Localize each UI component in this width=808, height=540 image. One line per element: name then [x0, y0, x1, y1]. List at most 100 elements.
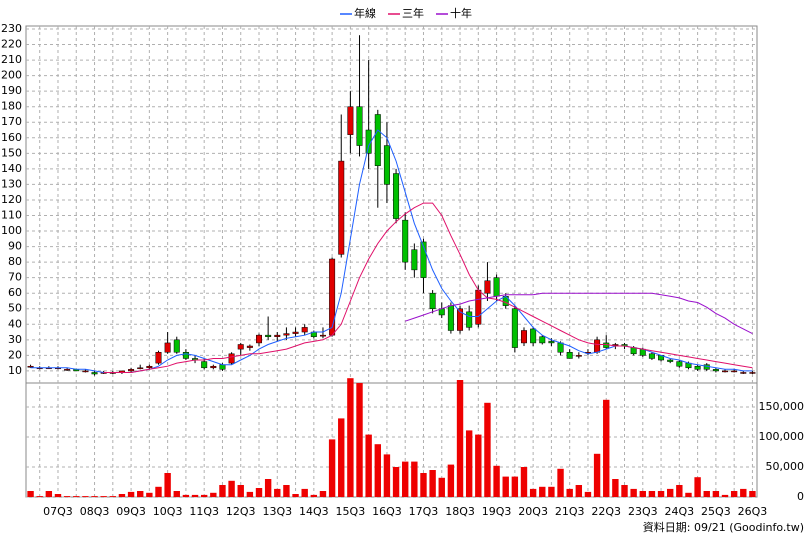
- y-tick-label: 140: [1, 162, 22, 175]
- volume-bar: [630, 488, 637, 497]
- candle-body: [246, 345, 253, 348]
- candle-body: [128, 369, 135, 372]
- x-tick-label: 19Q3: [482, 505, 512, 518]
- candle-body: [612, 344, 619, 346]
- y-tick-label: 40: [8, 317, 22, 330]
- volume-bar: [520, 467, 528, 497]
- volume-bar: [493, 465, 500, 497]
- volume-bar: [657, 491, 665, 497]
- volume-bar: [511, 476, 519, 497]
- volume-bar: [548, 486, 555, 497]
- volume-bar: [191, 494, 199, 497]
- x-tick-label: 21Q3: [555, 505, 585, 518]
- candle-body: [740, 372, 747, 374]
- volume-bar: [703, 491, 710, 497]
- volume-bar: [347, 378, 354, 497]
- x-tick-label: 12Q3: [226, 505, 256, 518]
- volume-bar: [383, 454, 391, 497]
- y-tick-label: 180: [1, 100, 22, 113]
- y-tick-label: 50: [8, 302, 22, 315]
- volume-bar: [255, 488, 263, 497]
- volume-bar: [63, 496, 71, 497]
- candle-body: [292, 331, 299, 334]
- volume-bar: [694, 477, 701, 497]
- volume-bar: [721, 494, 729, 497]
- x-tick-label: 18Q3: [445, 505, 475, 518]
- volume-bar: [502, 476, 509, 497]
- y-tick-label: 190: [1, 84, 22, 97]
- volume-bar: [438, 477, 445, 497]
- volume-bar: [584, 491, 592, 497]
- x-tick-label: 26Q3: [738, 505, 768, 518]
- volume-bar: [27, 491, 34, 497]
- volume-bar: [612, 479, 619, 497]
- x-tick-label: 17Q3: [409, 505, 439, 518]
- volume-bar: [529, 488, 537, 497]
- candle-body: [64, 369, 71, 371]
- candle-body: [383, 145, 390, 185]
- volume-bar: [593, 453, 601, 497]
- volume-bar: [127, 491, 135, 497]
- volume-bar: [539, 486, 546, 497]
- candle-body: [694, 365, 701, 370]
- y-tick-label: 60: [8, 286, 22, 299]
- candle-body: [722, 370, 729, 373]
- volume-bar: [310, 494, 318, 497]
- legend-label: 三年: [402, 6, 424, 20]
- volume-bar: [45, 491, 53, 497]
- candle-body: [155, 351, 162, 364]
- candle-body: [511, 308, 518, 348]
- candle-body: [137, 367, 144, 370]
- volume-bar: [73, 496, 80, 497]
- volume-bar: [164, 473, 171, 497]
- candle-body: [648, 353, 655, 359]
- volume-bar: [730, 491, 738, 497]
- volume-bar: [621, 485, 628, 497]
- volume-bar: [301, 488, 308, 497]
- ma-line: [30, 129, 753, 373]
- volume-bar: [283, 485, 290, 497]
- volume-bar: [392, 467, 400, 497]
- candle-body: [475, 289, 482, 325]
- volume-bar: [264, 479, 272, 497]
- candle-body: [164, 342, 171, 353]
- candle-body: [548, 341, 555, 344]
- y-tick-label: 100: [1, 224, 22, 237]
- legend: 年線 三年 十年: [340, 6, 472, 20]
- candle-body: [274, 334, 281, 337]
- x-tick-label: 11Q3: [189, 505, 219, 518]
- volume-bar: [319, 491, 327, 497]
- candle-body: [374, 114, 381, 167]
- volume-bar: [228, 480, 235, 497]
- y-tick-label: 10: [8, 364, 22, 377]
- volume-bar: [557, 468, 564, 497]
- volume-bar: [137, 491, 144, 497]
- x-tick-label: 24Q3: [665, 505, 695, 518]
- volume-bar: [109, 496, 117, 497]
- volume-bar: [456, 380, 464, 497]
- candle-body: [283, 333, 290, 336]
- x-tick-label: 10Q3: [153, 505, 183, 518]
- candle-body: [301, 327, 308, 333]
- volume-bar: [146, 492, 153, 497]
- volume-bar: [100, 496, 107, 497]
- volume-bar: [292, 494, 299, 497]
- candle-body: [712, 369, 719, 372]
- volume-bar: [328, 439, 336, 497]
- volume-tick-label: 150,000: [759, 400, 805, 413]
- candle-body: [319, 334, 326, 337]
- volume-bar: [274, 488, 281, 497]
- candle-body: [466, 311, 473, 328]
- volume-bar: [447, 464, 455, 497]
- volume-bar: [666, 488, 674, 497]
- candle-body: [557, 342, 564, 353]
- y-tick-label: 170: [1, 115, 22, 128]
- candle-body: [530, 328, 537, 344]
- candle-body: [82, 370, 89, 373]
- volume-bar: [374, 444, 381, 497]
- volume-bar: [182, 494, 190, 497]
- y-tick-label: 160: [1, 131, 22, 144]
- candle-body: [539, 336, 546, 344]
- candle-body: [338, 160, 345, 255]
